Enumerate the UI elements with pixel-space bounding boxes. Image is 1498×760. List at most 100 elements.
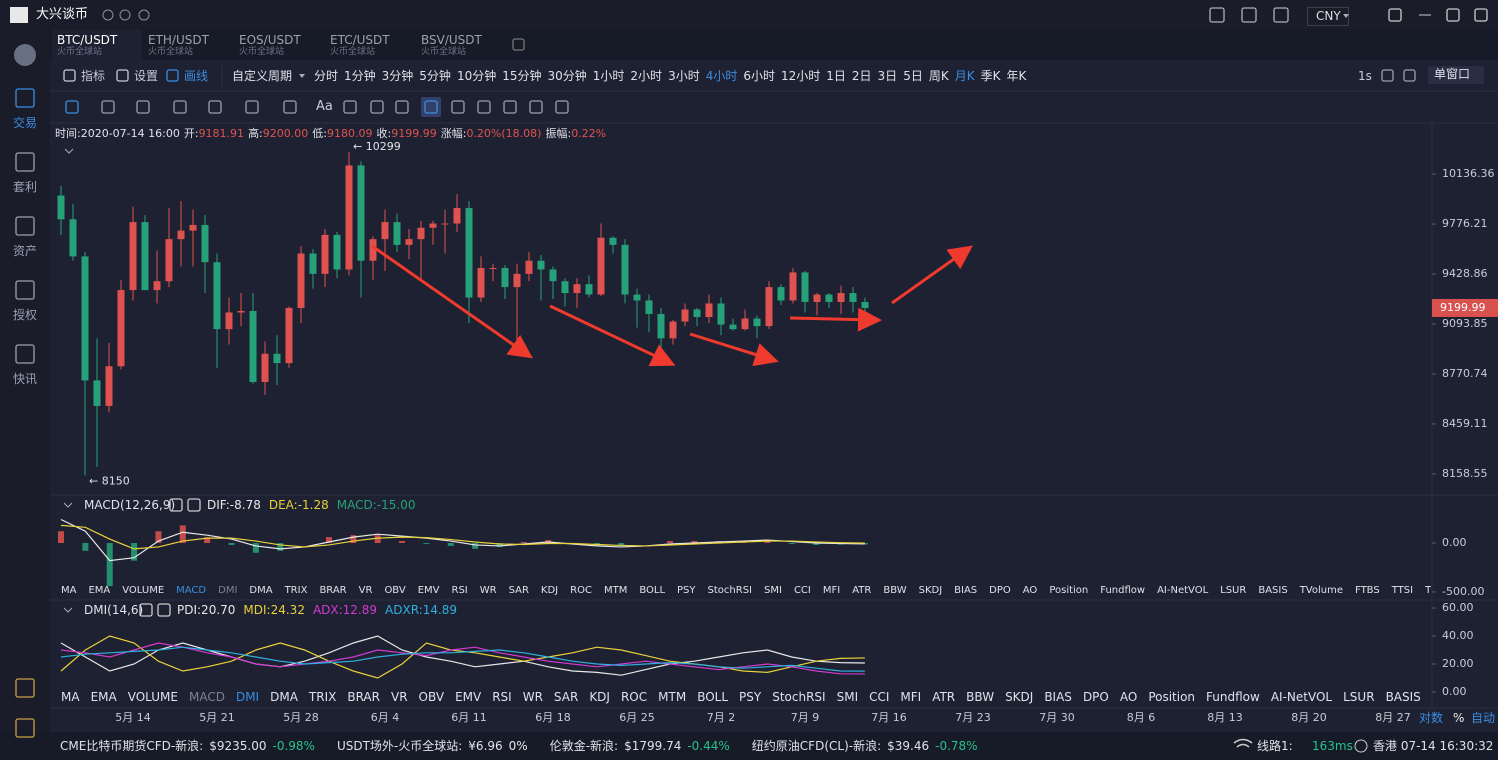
tab-pair[interactable]: BTC/USDT bbox=[57, 33, 118, 47]
indicator-tab[interactable]: SAR bbox=[508, 585, 529, 596]
icon[interactable] bbox=[1446, 8, 1460, 22]
icon[interactable] bbox=[139, 603, 153, 617]
icon[interactable] bbox=[1381, 69, 1394, 82]
period[interactable]: 30分钟 bbox=[547, 69, 587, 83]
indicator-tab[interactable]: BBW bbox=[883, 585, 907, 596]
period[interactable]: 12小时 bbox=[780, 69, 821, 83]
indicator-tab[interactable]: VOLUME bbox=[127, 690, 178, 704]
icon[interactable] bbox=[1403, 69, 1416, 82]
period[interactable]: 分时 bbox=[314, 69, 339, 83]
icon[interactable] bbox=[116, 69, 129, 82]
axis-option[interactable]: 自动 bbox=[1471, 711, 1496, 725]
icon[interactable] bbox=[136, 100, 150, 114]
icon[interactable] bbox=[283, 100, 297, 114]
indicator-tab[interactable]: DMA bbox=[270, 690, 298, 704]
indicator-tab[interactable]: ROC bbox=[570, 585, 592, 596]
toolbar-button[interactable]: 指标 bbox=[81, 69, 106, 83]
icon[interactable] bbox=[208, 100, 222, 114]
icon[interactable] bbox=[451, 100, 465, 114]
indicator-tab[interactable]: VOLUME bbox=[122, 585, 165, 596]
period[interactable]: 月K bbox=[954, 69, 975, 83]
sidebar-item[interactable]: 快讯 bbox=[12, 372, 37, 386]
period[interactable]: 1日 bbox=[826, 69, 846, 83]
icon[interactable] bbox=[15, 344, 35, 364]
indicator-tab[interactable]: BASIS bbox=[1258, 585, 1288, 596]
icon[interactable] bbox=[15, 678, 35, 698]
indicator-tab[interactable]: SKDJ bbox=[918, 585, 943, 596]
indicator-tab[interactable]: SMI bbox=[836, 690, 859, 704]
indicator-tab[interactable]: SAR bbox=[553, 690, 579, 704]
indicator-tab[interactable]: MACD bbox=[176, 585, 207, 596]
indicator-tab[interactable]: ATR bbox=[932, 690, 956, 704]
indicator-tab[interactable]: AO bbox=[1119, 690, 1138, 704]
icon[interactable] bbox=[101, 100, 115, 114]
icon[interactable] bbox=[555, 100, 569, 114]
currency-select[interactable]: CNY bbox=[1307, 7, 1349, 26]
drawn-arrow[interactable] bbox=[891, 245, 973, 305]
indicator-tab[interactable]: SMI bbox=[764, 585, 782, 596]
indicator-tab[interactable]: BBW bbox=[966, 690, 995, 704]
icon[interactable] bbox=[169, 498, 183, 512]
indicator-tab[interactable]: MA bbox=[61, 585, 77, 596]
icon[interactable] bbox=[157, 603, 171, 617]
period[interactable]: 2日 bbox=[851, 69, 872, 83]
indicator-tab[interactable]: DMA bbox=[249, 585, 273, 596]
tab-pair[interactable]: BSV/USDT bbox=[421, 33, 482, 47]
indicator-tab[interactable]: SKDJ bbox=[1005, 690, 1034, 704]
indicator-tab[interactable]: AO bbox=[1022, 585, 1038, 596]
indicator-tab[interactable]: VR bbox=[390, 690, 408, 704]
indicator-tab[interactable]: Position bbox=[1148, 690, 1196, 704]
icon[interactable] bbox=[529, 100, 543, 114]
collapse-toggle[interactable] bbox=[64, 148, 74, 154]
custom-period[interactable]: 自定义周期 bbox=[232, 69, 293, 83]
axis-option[interactable]: 对数 bbox=[1419, 711, 1444, 725]
tab-pair[interactable]: ETH/USDT bbox=[148, 33, 209, 47]
indicator-tab[interactable]: Position bbox=[1049, 585, 1089, 596]
indicator-tab[interactable]: MFI bbox=[822, 585, 841, 596]
indicator-tab[interactable]: EMA bbox=[90, 690, 117, 704]
icon[interactable] bbox=[1388, 8, 1402, 22]
period[interactable]: 1小时 bbox=[592, 69, 625, 83]
period[interactable]: 2小时 bbox=[630, 69, 663, 83]
indicator-tab[interactable]: PSY bbox=[739, 690, 762, 704]
indicator-tab[interactable]: CCI bbox=[869, 690, 890, 704]
icon[interactable] bbox=[63, 69, 76, 82]
indicator-tab[interactable]: OBV bbox=[384, 585, 406, 596]
indicator-tab[interactable]: BIAS bbox=[954, 585, 978, 596]
icon[interactable] bbox=[245, 100, 259, 114]
icon[interactable] bbox=[166, 69, 179, 82]
icon[interactable] bbox=[370, 100, 384, 114]
icon[interactable] bbox=[424, 100, 438, 114]
indicator-tab[interactable]: StochRSI bbox=[772, 690, 826, 704]
indicator-tab[interactable]: ATR bbox=[852, 585, 872, 596]
indicator-tab[interactable]: TRIX bbox=[308, 690, 337, 704]
period[interactable]: 3小时 bbox=[668, 69, 700, 83]
icon[interactable] bbox=[1209, 7, 1225, 23]
indicator-tab[interactable]: BRAR bbox=[319, 585, 347, 596]
icon[interactable] bbox=[1474, 8, 1488, 22]
sidebar-item[interactable]: 授权 bbox=[12, 308, 37, 322]
indicator-tab[interactable]: Fundflow bbox=[1206, 690, 1260, 704]
period[interactable]: 年K bbox=[1006, 69, 1027, 83]
axis-option[interactable]: % bbox=[1453, 711, 1465, 725]
indicator-tab[interactable]: DMI bbox=[218, 585, 238, 596]
period[interactable]: 5分钟 bbox=[419, 69, 451, 83]
icon[interactable] bbox=[15, 718, 35, 738]
indicator-tab[interactable]: LSUR bbox=[1220, 585, 1247, 596]
icon[interactable] bbox=[187, 498, 201, 512]
icon[interactable] bbox=[477, 100, 491, 114]
icon[interactable] bbox=[15, 280, 35, 300]
indicator-tab[interactable]: DPO bbox=[989, 585, 1011, 596]
indicator-tab[interactable]: MTM bbox=[658, 690, 687, 704]
indicator-tab[interactable]: AI-NetVOL bbox=[1270, 690, 1333, 704]
toolbar-button[interactable]: 画线 bbox=[184, 69, 209, 83]
icon[interactable] bbox=[503, 100, 517, 114]
indicator-tab[interactable]: RSI bbox=[451, 585, 468, 596]
icon[interactable] bbox=[512, 38, 525, 51]
icon[interactable] bbox=[173, 100, 187, 114]
indicator-tab[interactable]: OBV bbox=[418, 690, 445, 704]
indicator-tab[interactable]: DPO bbox=[1082, 690, 1109, 704]
sidebar-item[interactable]: 资产 bbox=[12, 244, 37, 258]
icon[interactable] bbox=[15, 88, 35, 108]
period[interactable]: 15分钟 bbox=[502, 69, 542, 83]
